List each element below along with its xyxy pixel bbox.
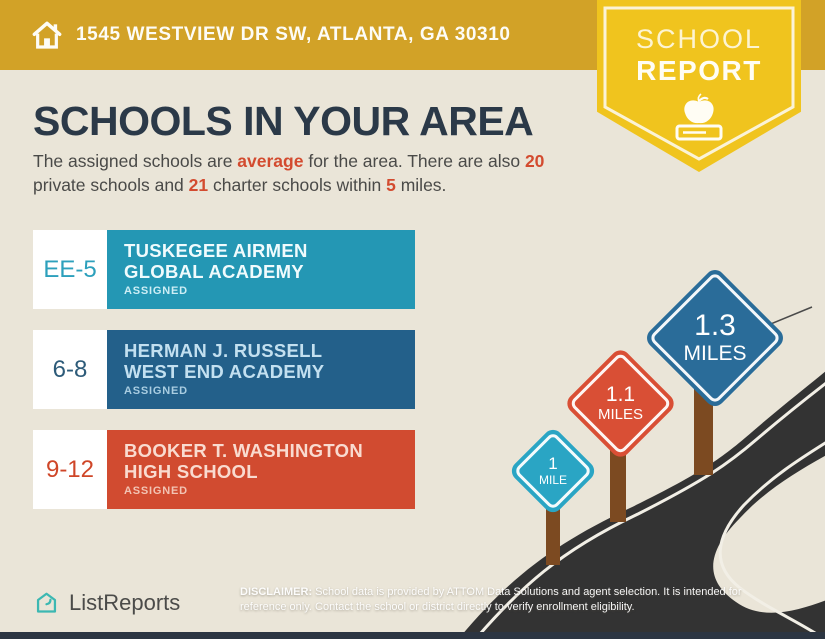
school-report-badge: SCHOOL REPORT — [597, 0, 801, 172]
grade-range: 6-8 — [33, 330, 107, 409]
school-name: TUSKEGEE AIRMEN GLOBAL ACADEMY — [124, 240, 405, 282]
property-address: 1545 WESTVIEW DR SW, ATLANTA, GA 30310 — [76, 24, 511, 45]
mile-unit: MILES — [597, 406, 643, 423]
subtitle-seg5: miles. — [395, 175, 447, 195]
school-card-booker-washington: 9-12 BOOKER T. WASHINGTON HIGH SCHOOL AS… — [33, 430, 415, 509]
subtitle-seg4: charter schools within — [208, 175, 387, 195]
disclaimer-label: DISCLAIMER: — [240, 586, 313, 598]
school-name-line2: WEST END ACADEMY — [124, 361, 325, 382]
school-list: EE-5 TUSKEGEE AIRMEN GLOBAL ACADEMY ASSI… — [33, 230, 415, 530]
school-info: BOOKER T. WASHINGTON HIGH SCHOOL ASSIGNE… — [107, 430, 415, 509]
listreports-logo: ListReports — [33, 589, 180, 616]
subtitle-accent-miles: 5 — [386, 175, 396, 195]
mile-value: 1 — [548, 453, 558, 473]
school-info: TUSKEGEE AIRMEN GLOBAL ACADEMY ASSIGNED — [107, 230, 415, 309]
school-card-herman-russell: 6-8 HERMAN J. RUSSELL WEST END ACADEMY A… — [33, 330, 415, 409]
bottom-bar — [0, 632, 825, 639]
badge-title-line1: SCHOOL — [635, 24, 763, 54]
school-card-tuskegee: EE-5 TUSKEGEE AIRMEN GLOBAL ACADEMY ASSI… — [33, 230, 415, 309]
subtitle-seg3: private schools and — [33, 175, 189, 195]
mile-value: 1.1 — [605, 383, 636, 406]
subtitle: The assigned schools are average for the… — [33, 149, 578, 197]
mile-marker-label: 1 MILE — [521, 439, 585, 503]
school-info: HERMAN J. RUSSELL WEST END ACADEMY ASSIG… — [107, 330, 415, 409]
home-icon — [32, 21, 62, 49]
mile-value: 1.3 — [694, 309, 736, 342]
school-name-line1: HERMAN J. RUSSELL — [124, 340, 323, 361]
school-name-line2: GLOBAL ACADEMY — [124, 261, 304, 282]
apple-on-book-icon — [675, 93, 723, 141]
assigned-label: ASSIGNED — [124, 385, 188, 397]
school-name-line1: TUSKEGEE AIRMEN — [124, 240, 308, 261]
badge-title-line2: REPORT — [636, 55, 762, 86]
school-name: BOOKER T. WASHINGTON HIGH SCHOOL — [124, 440, 405, 482]
assigned-label: ASSIGNED — [124, 485, 188, 497]
mile-unit: MILE — [538, 472, 567, 487]
mile-marker-1-1-miles: 1.1 MILES — [563, 346, 678, 461]
subtitle-seg2: for the area. There are also — [303, 151, 525, 171]
mile-unit: MILES — [683, 342, 747, 365]
brand-name: ListReports — [69, 589, 181, 615]
assigned-label: ASSIGNED — [124, 285, 188, 297]
school-name-line2: HIGH SCHOOL — [124, 461, 258, 482]
mile-marker-label: 1.1 MILES — [580, 363, 661, 444]
subtitle-accent-average: average — [237, 151, 304, 171]
subtitle-accent-charter-count: 21 — [188, 175, 209, 195]
disclaimer: DISCLAIMER: School data is provided by A… — [240, 585, 768, 615]
mile-marker-1-3-miles: 1.3 MILES — [642, 265, 788, 411]
listreports-house-icon — [36, 592, 57, 613]
subtitle-accent-private-count: 20 — [524, 151, 545, 171]
subtitle-seg1: The assigned schools are — [33, 151, 238, 171]
mile-marker-label: 1.3 MILES — [664, 287, 766, 389]
badge-border — [603, 6, 795, 161]
school-name: HERMAN J. RUSSELL WEST END ACADEMY — [124, 340, 405, 382]
grade-range: EE-5 — [33, 230, 107, 309]
grade-range: 9-12 — [33, 430, 107, 509]
page-title: SCHOOLS IN YOUR AREA — [33, 98, 534, 144]
school-name-line1: BOOKER T. WASHINGTON — [124, 440, 363, 461]
disclaimer-text: School data is provided by ATTOM Data So… — [240, 586, 742, 613]
